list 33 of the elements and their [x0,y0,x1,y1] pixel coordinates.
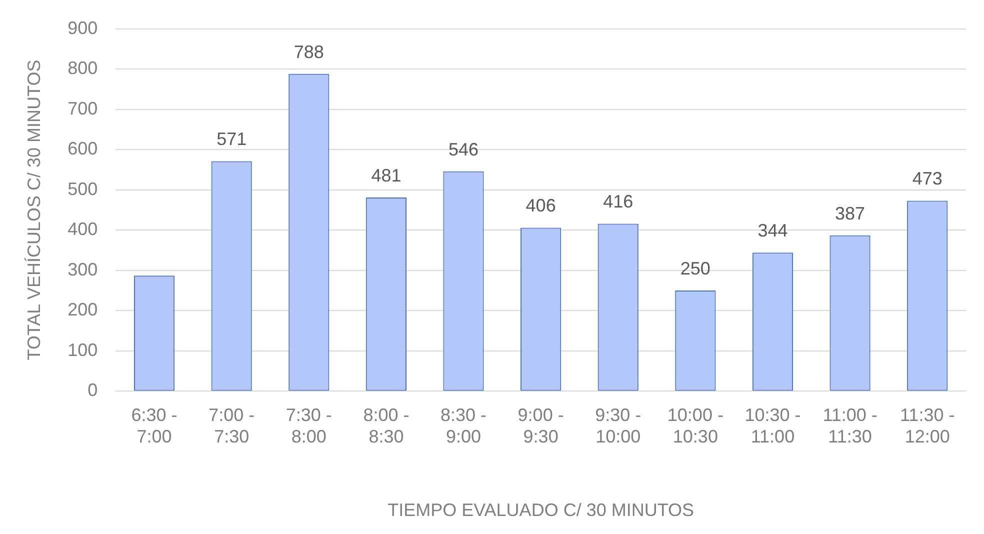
x-tick-label: 11:00 - 11:30 [822,404,878,447]
x-tick-label: 10:00 - 10:30 [667,404,724,447]
y-tick-label: 700 [68,98,98,118]
y-tick-label: 200 [68,300,98,320]
x-tick-label: 10:30 - 11:00 [744,404,801,447]
x-tick-label: 7:00 - 7:30 [208,404,255,447]
data-label: 788 [294,42,324,62]
y-tick-label: 100 [68,340,98,360]
data-label: 571 [216,129,247,150]
y-tick-label: 0 [88,380,98,400]
data-label: 473 [912,168,942,189]
x-axis-title: TIEMPO EVALUADO C/ 30 MINUTOS [388,500,694,520]
data-label: 546 [448,139,479,160]
y-tick-label: 900 [68,18,98,38]
x-tick-label: 8:30 - 9:00 [440,404,487,447]
x-tick-label: 7:30 - 8:00 [286,404,332,447]
x-tick-label: 8:00 - 8:30 [363,404,410,447]
x-tick-label: 6:30 - 7:00 [131,404,178,447]
data-label: 406 [526,196,556,216]
y-tick-label: 400 [68,219,98,240]
y-tick-label: 300 [68,259,98,280]
x-tick-label: 9:30 - 10:00 [595,404,642,447]
y-axis-title: TOTAL VEHÍCULOS C/ 30 MINUTOS [24,60,44,360]
data-label: 481 [371,165,402,186]
x-tick-label: 11:30 - 12:00 [900,404,955,447]
data-label: 416 [603,192,634,212]
data-label: 344 [758,220,788,241]
y-tick-label: 600 [68,138,98,159]
y-tick-label: 800 [68,58,98,78]
data-label: 387 [835,203,866,224]
data-label: 250 [680,258,710,278]
y-tick-label: 500 [68,178,98,199]
x-tick-label: 9:00 - 9:30 [518,404,564,447]
